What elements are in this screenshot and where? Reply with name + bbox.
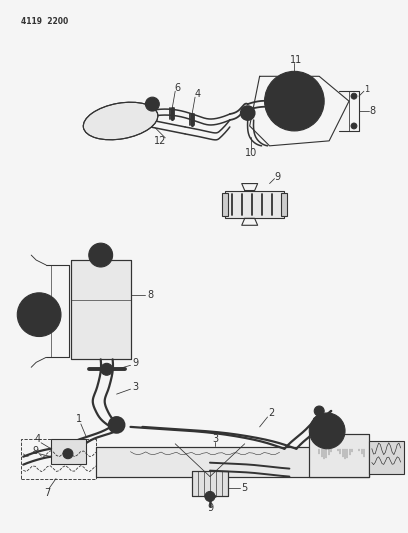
Text: 4: 4	[195, 89, 201, 99]
Circle shape	[289, 96, 299, 106]
Circle shape	[309, 413, 345, 449]
Text: 4119  2200: 4119 2200	[21, 17, 69, 26]
Text: 4: 4	[34, 434, 40, 444]
Text: 9: 9	[32, 446, 38, 456]
Text: 11: 11	[290, 55, 302, 66]
Bar	[309, 434, 369, 477]
Text: 3: 3	[133, 382, 139, 392]
Text: 1: 1	[364, 85, 370, 94]
Circle shape	[351, 123, 357, 129]
Bar	[71, 260, 131, 359]
Text: 9: 9	[133, 358, 139, 368]
Bar	[192, 471, 228, 496]
Text: 9: 9	[207, 503, 213, 513]
Circle shape	[101, 364, 113, 375]
Text: 2: 2	[268, 408, 275, 418]
Circle shape	[241, 106, 255, 120]
Circle shape	[264, 71, 324, 131]
Circle shape	[89, 243, 113, 267]
Text: 9: 9	[275, 172, 281, 182]
Bar	[225, 190, 284, 219]
Circle shape	[94, 248, 108, 262]
Circle shape	[25, 301, 53, 328]
Ellipse shape	[83, 102, 158, 140]
Text: 6: 6	[174, 83, 180, 93]
Bar	[51, 439, 86, 464]
Text: 1: 1	[76, 414, 82, 424]
Circle shape	[145, 97, 159, 111]
Circle shape	[34, 310, 44, 320]
Text: 10: 10	[244, 148, 257, 158]
Bar	[192, 471, 228, 496]
Bar	[71, 260, 131, 359]
Circle shape	[109, 417, 124, 433]
Text: 8: 8	[147, 290, 153, 300]
Bar	[309, 434, 369, 477]
Circle shape	[317, 421, 337, 441]
Circle shape	[205, 491, 215, 502]
Circle shape	[351, 93, 357, 99]
Bar	[222, 192, 228, 216]
Bar	[96, 447, 369, 477]
Bar	[21, 439, 96, 479]
Circle shape	[314, 406, 324, 416]
Text: 3: 3	[212, 434, 218, 444]
Text: 8: 8	[370, 106, 376, 116]
Bar	[96, 447, 369, 477]
Text: 12: 12	[154, 136, 166, 146]
Text: 5: 5	[242, 483, 248, 494]
Text: 7: 7	[44, 488, 50, 498]
Circle shape	[63, 449, 73, 459]
Bar	[369, 441, 404, 474]
Circle shape	[17, 293, 61, 336]
Bar	[282, 192, 287, 216]
